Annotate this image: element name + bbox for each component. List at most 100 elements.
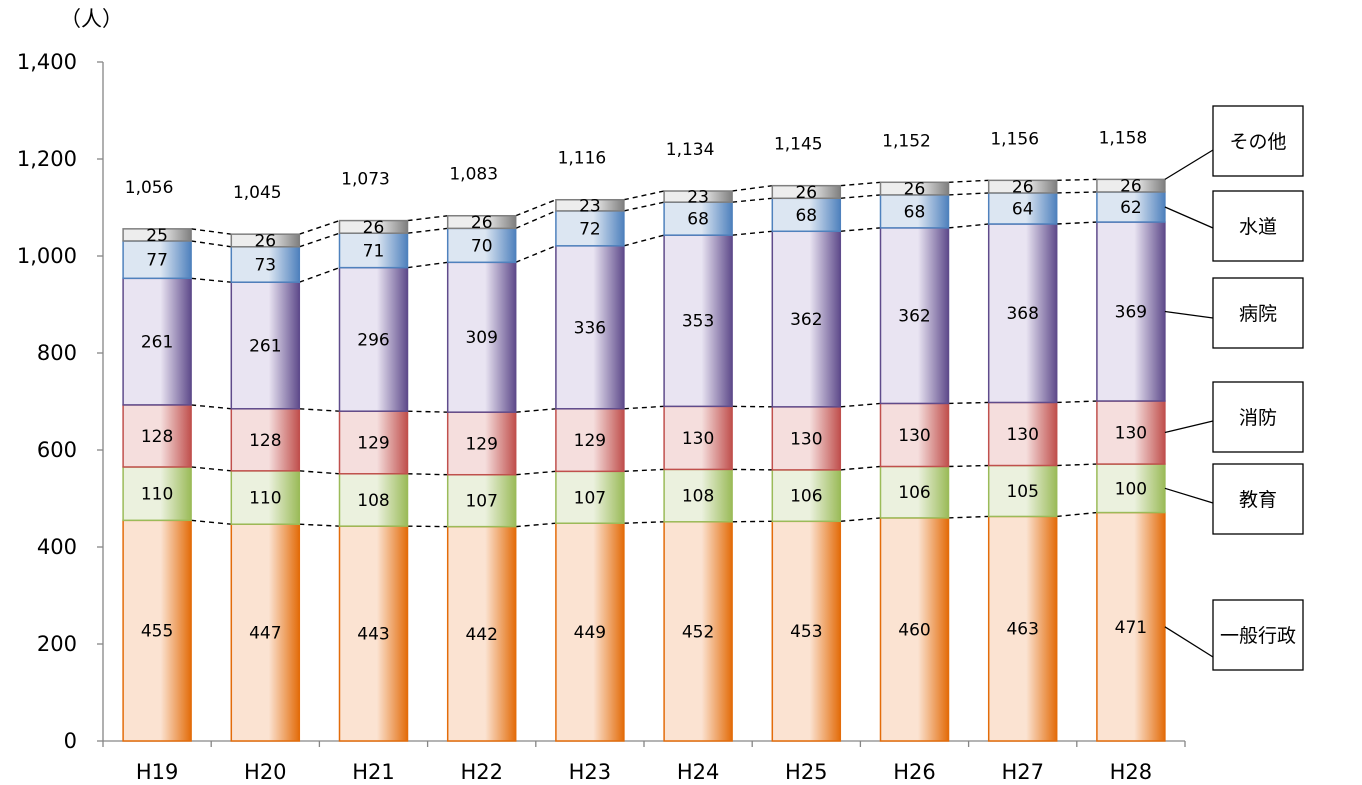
connector-line bbox=[1056, 221, 1097, 225]
legend-leader-line bbox=[1164, 310, 1214, 319]
connector-line bbox=[515, 210, 557, 229]
connector-line bbox=[623, 405, 665, 410]
connector-line bbox=[515, 199, 557, 217]
legend-label: 教育 bbox=[1239, 489, 1277, 511]
segment-value-label: 106 bbox=[898, 483, 930, 503]
segment-value-label: 77 bbox=[146, 251, 168, 271]
connector-line bbox=[191, 404, 232, 410]
total-value-label: 1,156 bbox=[990, 129, 1039, 149]
segment-value-label: 68 bbox=[687, 210, 709, 230]
connector-line bbox=[407, 473, 448, 476]
segment-value-label: 129 bbox=[574, 431, 606, 451]
segment-value-label: 362 bbox=[898, 307, 930, 327]
bar-segment bbox=[446, 261, 517, 413]
bar-segment bbox=[663, 190, 733, 203]
legend-leader-line bbox=[1164, 420, 1214, 434]
segment-value-label: 26 bbox=[1120, 177, 1142, 197]
total-value-label: 1,152 bbox=[882, 131, 931, 151]
connector-line bbox=[515, 470, 556, 476]
segment-value-label: 453 bbox=[790, 622, 822, 642]
connector-line bbox=[1056, 400, 1097, 404]
bar-segment bbox=[987, 192, 1058, 225]
legend-box bbox=[1212, 381, 1304, 453]
segment-value-label: 128 bbox=[249, 431, 281, 451]
segment-value-label: 73 bbox=[254, 255, 276, 275]
segment-value-label: 23 bbox=[687, 188, 709, 208]
x-tick-label: H22 bbox=[460, 760, 503, 784]
segment-value-label: 369 bbox=[1115, 303, 1147, 323]
segment-value-label: 26 bbox=[1012, 178, 1034, 198]
bar-segment bbox=[338, 525, 409, 742]
bar-segment bbox=[879, 465, 950, 519]
segment-value-label: 463 bbox=[1006, 620, 1038, 640]
bar-segment bbox=[122, 404, 192, 468]
segment-value-label: 261 bbox=[249, 336, 281, 356]
y-tick-label: 0 bbox=[64, 729, 77, 753]
connector-line bbox=[1056, 511, 1097, 518]
total-value-label: 1,116 bbox=[558, 149, 607, 169]
x-tick-label: H19 bbox=[136, 760, 179, 784]
connector-line bbox=[840, 194, 881, 199]
bar-segment bbox=[446, 214, 517, 230]
y-tick-label: 1,200 bbox=[17, 147, 77, 171]
segment-value-label: 130 bbox=[898, 426, 930, 446]
legend-leader-line bbox=[1164, 206, 1214, 229]
y-tick-label: 400 bbox=[37, 535, 77, 559]
segment-value-label: 362 bbox=[790, 310, 822, 330]
segment-value-label: 26 bbox=[254, 231, 276, 251]
connector-line bbox=[407, 410, 448, 413]
legend-box bbox=[1212, 599, 1304, 671]
segment-value-label: 128 bbox=[141, 427, 173, 447]
y-tick-label: 800 bbox=[37, 341, 77, 365]
axes: 0 200 400 600 800 1,000 1,200 1,400 H19 H20 H21 H22… bbox=[17, 50, 1186, 784]
connector-line bbox=[623, 190, 665, 201]
bar-segment bbox=[879, 402, 950, 468]
connector-line bbox=[623, 468, 665, 473]
segment-value-label: 129 bbox=[465, 434, 497, 454]
total-value-label: 1,073 bbox=[341, 170, 390, 190]
connector-line bbox=[191, 277, 232, 283]
segment-value-label: 261 bbox=[141, 333, 173, 353]
bar-segment bbox=[230, 470, 301, 525]
segment-value-label: 105 bbox=[1006, 482, 1038, 502]
bar-segment bbox=[230, 246, 301, 283]
bar-segment bbox=[555, 470, 625, 524]
connector-line bbox=[299, 266, 340, 283]
bar-segment bbox=[771, 184, 842, 200]
connector-line bbox=[732, 230, 773, 236]
bar-segment bbox=[663, 521, 733, 742]
bar-segment bbox=[555, 408, 625, 473]
segment-value-label: 23 bbox=[579, 196, 601, 216]
legend-box bbox=[1212, 463, 1304, 535]
segment-value-label: 100 bbox=[1115, 479, 1147, 499]
legend-label: 水道 bbox=[1239, 216, 1277, 238]
connector-line bbox=[515, 245, 557, 263]
connector-line bbox=[948, 223, 989, 229]
connector-line bbox=[948, 515, 989, 519]
connector-line bbox=[1056, 191, 1097, 194]
bar-segment bbox=[987, 179, 1058, 194]
bar-segment bbox=[987, 464, 1058, 518]
total-value-label: 1,056 bbox=[125, 178, 174, 198]
segment-value-label: 368 bbox=[1006, 304, 1038, 324]
total-value-label: 1,134 bbox=[666, 140, 715, 160]
total-value-label: 1,045 bbox=[233, 183, 282, 203]
bar-segment bbox=[122, 519, 192, 742]
bar-segment bbox=[338, 232, 409, 269]
bar-segment bbox=[122, 466, 192, 522]
bar-segment bbox=[1096, 400, 1166, 465]
connector-line bbox=[948, 464, 989, 468]
bar-segment bbox=[122, 228, 192, 242]
connector-line bbox=[407, 227, 448, 234]
bar-segment bbox=[879, 517, 950, 742]
segment-value-label: 442 bbox=[465, 625, 497, 645]
connector-line bbox=[948, 179, 989, 183]
connector-line bbox=[299, 523, 340, 527]
x-tick-label: H23 bbox=[569, 760, 612, 784]
segment-value-label: 64 bbox=[1012, 199, 1034, 219]
segment-value-label: 26 bbox=[904, 180, 926, 200]
segment-value-label: 129 bbox=[357, 433, 389, 453]
x-tick-label: H21 bbox=[352, 760, 395, 784]
legend-leader-line bbox=[1164, 149, 1214, 180]
connector-line bbox=[948, 192, 989, 196]
